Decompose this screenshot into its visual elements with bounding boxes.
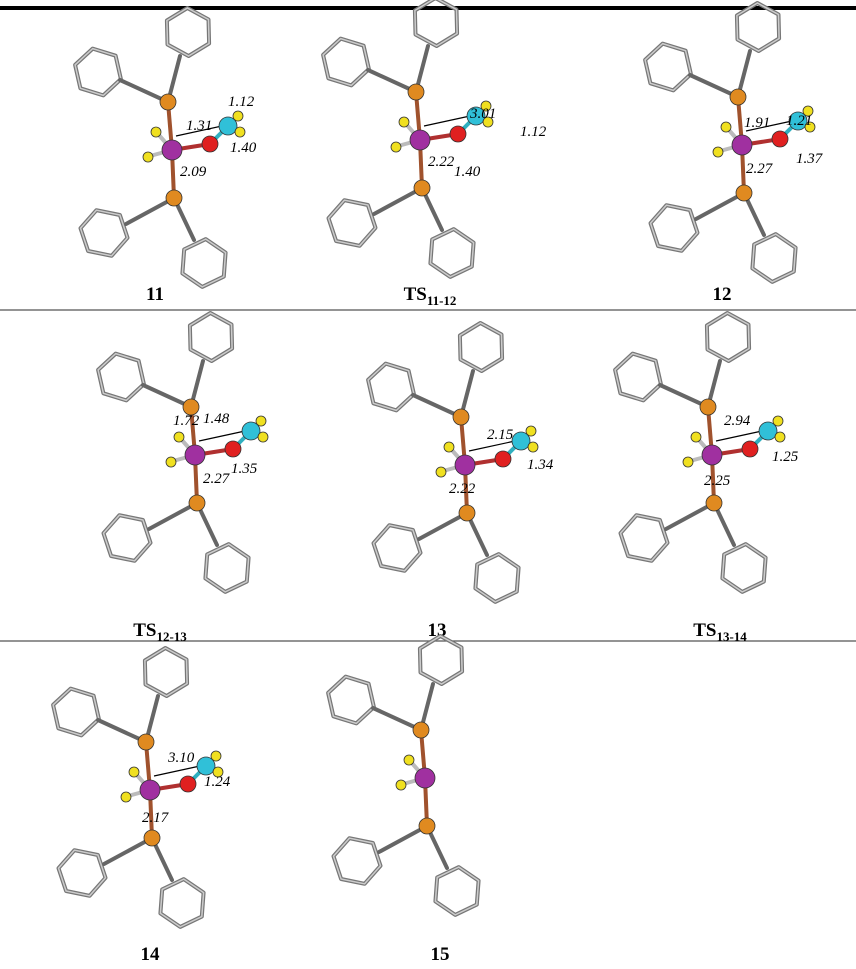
- distance-label: 2.17: [142, 810, 170, 826]
- distance-label: 2.27: [203, 471, 231, 487]
- structure-label-main: TS: [404, 284, 427, 305]
- hydrogen-atom: [211, 751, 221, 761]
- structure-label-main: TS: [133, 620, 156, 641]
- structure-label-sub: 12-13: [156, 629, 187, 644]
- oxygen-atom: [180, 776, 196, 792]
- distance-label: 2.94: [724, 413, 751, 429]
- metal-atom: [415, 768, 435, 788]
- distance-label: 1.91: [744, 115, 770, 131]
- hydrogen-atom: [721, 122, 731, 132]
- structure-label-main: TS: [693, 620, 716, 641]
- phosphorus-atom: [459, 505, 475, 521]
- oxygen-atom: [450, 126, 466, 142]
- distance-label: 1.40: [230, 140, 257, 156]
- phosphorus-atom: [166, 190, 182, 206]
- structure-label-sub: 11-12: [427, 293, 457, 308]
- distance-label: 1.40: [454, 164, 481, 180]
- phosphorus-atom: [706, 495, 722, 511]
- phosphorus-atom: [419, 818, 435, 834]
- hydrogen-atom: [256, 416, 266, 426]
- distance-label: 1.35: [231, 461, 258, 477]
- hydrogen-atom: [391, 142, 401, 152]
- structure-label: 15: [431, 944, 450, 965]
- phosphorus-atom: [736, 185, 752, 201]
- phosphorus-atom: [408, 84, 424, 100]
- distance-label: 1.24: [204, 774, 231, 790]
- distance-label: 2.25: [704, 473, 731, 489]
- metal-atom: [732, 135, 752, 155]
- hydrogen-atom: [121, 792, 131, 802]
- phosphorus-atom: [700, 399, 716, 415]
- phosphorus-atom: [144, 830, 160, 846]
- distance-label: 3.01: [469, 106, 496, 122]
- phosphorus-atom: [413, 722, 429, 738]
- distance-label: 1.12: [520, 124, 547, 140]
- phosphorus-atom: [189, 495, 205, 511]
- structure-label: 11: [146, 284, 164, 305]
- hydrogen-atom: [396, 780, 406, 790]
- phosphorus-atom: [138, 734, 154, 750]
- distance-label: 1.48: [203, 411, 230, 427]
- distance-label: 2.22: [449, 481, 476, 497]
- hydrogen-atom: [166, 457, 176, 467]
- phosphorus-atom: [414, 180, 430, 196]
- hydrogen-atom: [404, 755, 414, 765]
- hydrogen-atom: [143, 152, 153, 162]
- metal-atom: [410, 130, 430, 150]
- hydrogen-atom: [235, 127, 245, 137]
- hydrogen-atom: [436, 467, 446, 477]
- phosphorus-atom: [453, 409, 469, 425]
- hydrogen-atom: [399, 117, 409, 127]
- distance-label: 1.21: [786, 113, 812, 129]
- hydrogen-atom: [775, 432, 785, 442]
- hydrogen-atom: [233, 111, 243, 121]
- structure-label: 12: [713, 284, 732, 305]
- metal-atom: [185, 445, 205, 465]
- oxygen-atom: [225, 441, 241, 457]
- distance-label: 2.15: [487, 427, 514, 443]
- distance-label: 2.09: [180, 164, 207, 180]
- oxygen-atom: [772, 131, 788, 147]
- figure: 1.121.311.402.09113.011.122.221.40TS11-1…: [0, 0, 856, 969]
- oxygen-atom: [495, 451, 511, 467]
- hydrogen-atom: [444, 442, 454, 452]
- structure-label-sub: 13-14: [716, 629, 747, 644]
- hydrogen-atom: [129, 767, 139, 777]
- hydrogen-atom: [713, 147, 723, 157]
- distance-label: 1.31: [186, 118, 212, 134]
- distance-label: 1.37: [796, 151, 824, 167]
- hydrogen-atom: [174, 432, 184, 442]
- phosphorus-atom: [730, 89, 746, 105]
- structure-label: 14: [141, 944, 161, 965]
- hydrogen-atom: [773, 416, 783, 426]
- structure-label-main: 14: [141, 944, 161, 965]
- distance-label: 1.25: [772, 449, 799, 465]
- structure-label-main: 12: [713, 284, 732, 305]
- metal-atom: [162, 140, 182, 160]
- structure-label-main: 11: [146, 284, 164, 305]
- oxygen-atom: [742, 441, 758, 457]
- distance-label: 2.22: [428, 154, 455, 170]
- structure-label-main: 15: [431, 944, 450, 965]
- distance-label: 1.12: [228, 94, 255, 110]
- metal-atom: [702, 445, 722, 465]
- phosphorus-atom: [160, 94, 176, 110]
- metal-atom: [140, 780, 160, 800]
- hydrogen-atom: [528, 442, 538, 452]
- hydrogen-atom: [683, 457, 693, 467]
- metal-atom: [455, 455, 475, 475]
- distance-label: 1.72: [173, 413, 200, 429]
- hydrogen-atom: [526, 426, 536, 436]
- distance-label: 2.27: [746, 161, 774, 177]
- distance-label: 3.10: [167, 750, 195, 766]
- hydrogen-atom: [258, 432, 268, 442]
- distance-label: 1.34: [527, 457, 554, 473]
- oxygen-atom: [202, 136, 218, 152]
- hydrogen-atom: [151, 127, 161, 137]
- hydrogen-atom: [691, 432, 701, 442]
